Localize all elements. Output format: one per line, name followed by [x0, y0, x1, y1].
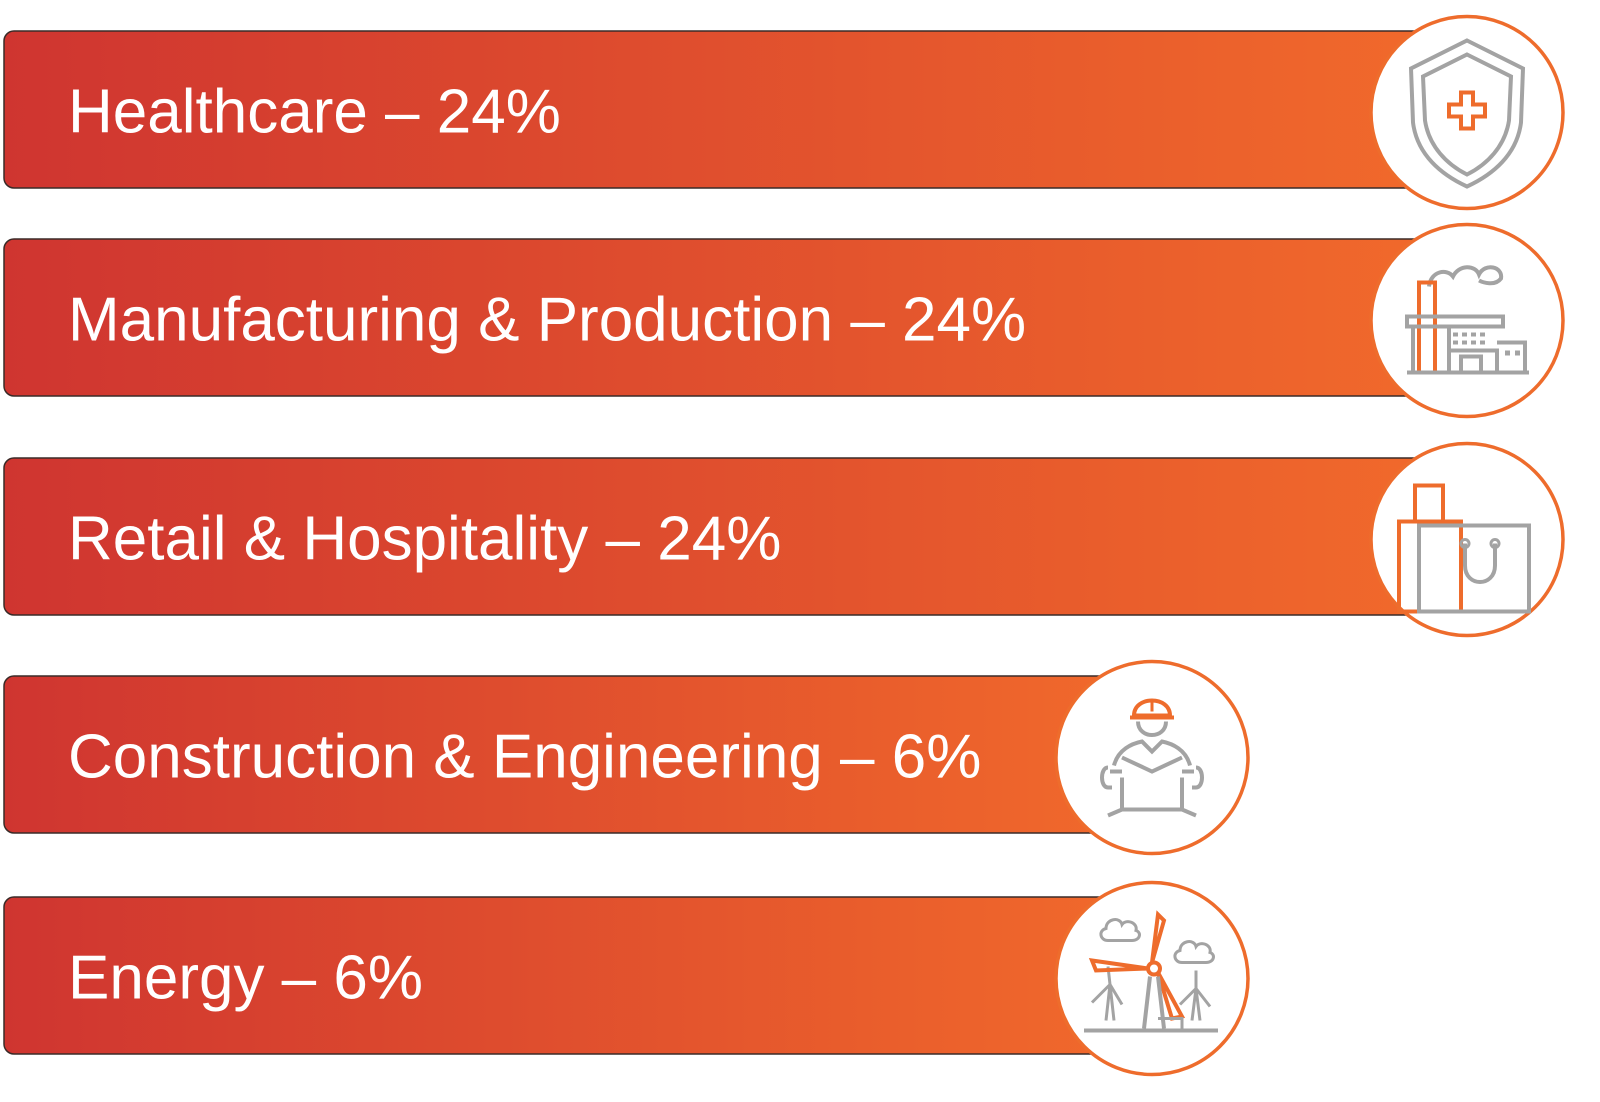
bar-label: Construction & Engineering – 6% [68, 723, 981, 792]
bar-label: Retail & Hospitality – 24% [68, 505, 781, 574]
bar-label: Manufacturing & Production – 24% [68, 286, 1026, 355]
bars-group: Healthcare – 24% Manufacturing & Producti… [3, 14, 1565, 1077]
icon-circle [1369, 222, 1565, 419]
shield-medical-icon [1408, 38, 1526, 189]
bar-row: Retail & Hospitality – 24% [3, 441, 1565, 638]
factory-icon [1405, 265, 1529, 375]
icon-circle [1369, 14, 1565, 211]
shopping-bag-icon [1397, 483, 1531, 614]
wind-turbine-icon [1084, 910, 1218, 1033]
icon-circle [1054, 659, 1250, 856]
bar-row: Energy – 6% [3, 880, 1250, 1077]
bar-label: Energy – 6% [68, 944, 423, 1013]
bar-row: Manufacturing & Production – 24% [3, 222, 1565, 419]
construction-worker-icon [1100, 698, 1204, 818]
bar-label: Healthcare – 24% [68, 78, 561, 147]
bar-row: Healthcare – 24% [3, 14, 1565, 211]
icon-circle [1054, 880, 1250, 1077]
bar-row: Construction & Engineering – 6% [3, 659, 1250, 856]
